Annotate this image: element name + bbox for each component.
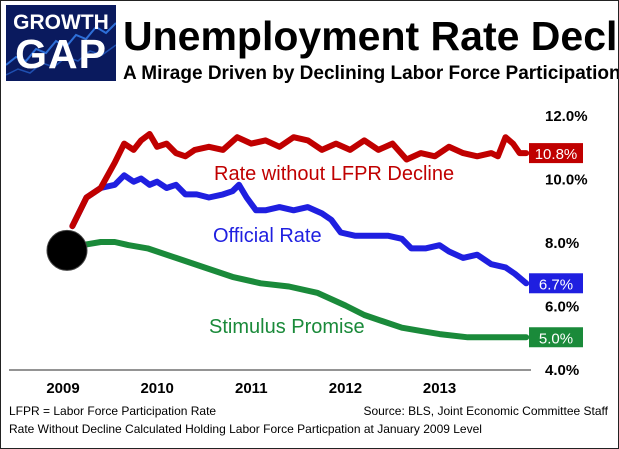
y-tick-label: 12.0% [545,108,588,125]
chart-title: Unemployment Rate Decline [123,13,618,59]
series-name-label: Official Rate [213,225,322,247]
series-name-label: Rate without LFPR Decline [214,163,454,185]
start-point-marker [46,229,88,271]
x-tick-label: 2010 [140,380,173,397]
x-tick-label: 2012 [329,380,362,397]
end-value-box [529,327,583,348]
y-tick-label: 4.0% [545,362,579,379]
end-value-box [529,143,583,164]
end-value-box [529,273,583,294]
series-line [69,172,530,287]
y-tick-label: 10.0% [545,172,588,189]
y-tick-label: 6.0% [545,299,579,316]
y-tick-label: 8.0% [545,235,579,252]
end-value-label: 5.0% [539,330,573,347]
end-value-label: 10.8% [535,146,578,163]
logo-background [6,5,116,81]
footnote-lfpr: LFPR = Labor Force Participation Rate [9,404,217,418]
series-name-label: Stimulus Promise [209,316,365,338]
footnote-calculation: Rate Without Decline Calculated Holding … [9,422,482,436]
x-tick-label: 2011 [235,380,268,397]
logo-line2: GAP [15,31,107,77]
logo-line1: GROWTH [13,11,109,34]
growth-gap-logo: GROWTH GAP [6,5,116,81]
footnote-source: Source: BLS, Joint Economic Committee St… [363,404,608,418]
series-line [69,131,530,230]
x-tick-label: 2009 [46,380,79,397]
series-line [60,239,530,341]
end-value-label: 6.7% [539,276,573,293]
chart-subtitle: A Mirage Driven by Declining Labor Force… [123,63,619,84]
x-tick-label: 2013 [423,380,456,397]
